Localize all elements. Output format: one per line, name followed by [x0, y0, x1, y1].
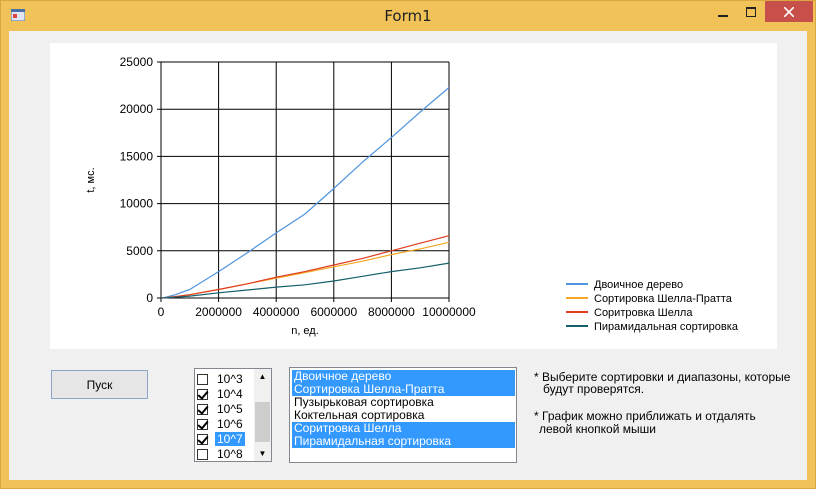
sort-list-item[interactable]: Коктельная сортировка [294, 408, 425, 422]
sort-list-item[interactable]: Соритровка Шелла [292, 422, 515, 435]
range-item[interactable]: 10^6 [197, 416, 245, 432]
x-tick-label: 4000000 [253, 305, 300, 319]
hint-line-1: * Выберите сортировки и диапазоны, котор… [534, 370, 791, 384]
range-label[interactable]: 10^7 [215, 432, 245, 446]
legend-entry: Двоичное дерево [594, 279, 683, 291]
x-tick-label: 2000000 [195, 305, 242, 319]
x-tick-label: 6000000 [310, 305, 357, 319]
scroll-up-icon[interactable]: ▲ [258, 372, 267, 381]
range-label[interactable]: 10^3 [217, 372, 243, 386]
x-tick-label: 10000000 [422, 305, 476, 319]
range-label[interactable]: 10^4 [217, 387, 243, 401]
close-button[interactable] [765, 1, 813, 22]
range-label[interactable]: 10^5 [217, 402, 243, 416]
minimize-button[interactable] [708, 1, 738, 22]
window-title: Form1 [384, 7, 432, 25]
range-item[interactable]: 10^4 [197, 386, 245, 402]
range-scrollbar[interactable]: ▲ ▼ [254, 369, 271, 461]
range-checkbox[interactable] [197, 418, 208, 430]
hint-line-2: будут проверятся. [543, 382, 645, 396]
series-line [160, 235, 450, 299]
series-line [160, 262, 450, 299]
range-checkbox[interactable] [197, 433, 208, 445]
chart-svg[interactable]: 0 2000000 4000000 6000000 8000000 10000000 0 50… [50, 43, 777, 349]
sort-list-item[interactable]: Пирамидальная сортировка [292, 435, 515, 448]
chart-area[interactable]: 0 2000000 4000000 6000000 8000000 10000000 0 50… [50, 43, 777, 349]
hint-line-3: * График можно приближать и отдалять [534, 409, 756, 423]
range-label[interactable]: 10^8 [217, 447, 243, 461]
legend-entry: Пирамидальная сортировка [594, 321, 739, 333]
range-checkbox[interactable] [197, 403, 208, 415]
range-checklist[interactable]: 10^3 10^4 10^5 10^6 10^7 10^8 ▲ ▼ [194, 368, 272, 462]
sort-listbox[interactable]: Двоичное дерево Сортировка Шелла-Пратта Пу… [289, 367, 517, 463]
minimize-icon [718, 14, 728, 17]
close-icon [784, 6, 794, 17]
scroll-thumb[interactable] [255, 402, 270, 442]
y-tick-label: 20000 [120, 102, 154, 116]
sort-list-item[interactable]: Двоичное дерево [292, 370, 515, 383]
form-client-area: 0 2000000 4000000 6000000 8000000 10000000 0 50… [9, 31, 807, 480]
legend-entry: Соритровка Шелла [594, 307, 693, 319]
range-checkbox[interactable] [197, 388, 208, 400]
x-tick-label: 8000000 [368, 305, 415, 319]
range-label[interactable]: 10^6 [217, 417, 243, 431]
range-checkbox[interactable] [197, 448, 208, 460]
range-item[interactable]: 10^7 [197, 431, 245, 447]
range-item[interactable]: 10^5 [197, 401, 245, 417]
y-tick-label: 5000 [126, 244, 153, 258]
app-icon [11, 9, 25, 21]
y-tick-label: 10000 [120, 197, 154, 211]
range-item[interactable]: 10^8 [197, 446, 245, 461]
title-bar[interactable]: Form1 [1, 1, 815, 31]
maximize-button[interactable] [736, 1, 766, 22]
y-tick-label: 25000 [120, 55, 154, 69]
y-axis-label: t, мс. [85, 167, 97, 192]
maximize-icon [746, 6, 756, 17]
scroll-down-icon[interactable]: ▼ [258, 449, 267, 458]
x-tick-label: 0 [158, 305, 165, 319]
x-axis-label: n, ед. [291, 325, 319, 337]
series-line [160, 87, 450, 299]
legend-entry: Сортировка Шелла-Пратта [594, 293, 733, 305]
y-tick-label: 0 [146, 291, 153, 305]
range-item[interactable]: 10^3 [197, 371, 245, 387]
range-checkbox[interactable] [197, 373, 208, 385]
y-tick-label: 15000 [120, 149, 154, 163]
sort-list-item[interactable]: Пузырьковая сортировка [294, 395, 434, 409]
sort-list-item[interactable]: Сортировка Шелла-Пратта [292, 383, 515, 396]
start-button[interactable]: Пуск [51, 370, 148, 399]
hint-line-4: левой кнопкой мыши [539, 422, 656, 436]
